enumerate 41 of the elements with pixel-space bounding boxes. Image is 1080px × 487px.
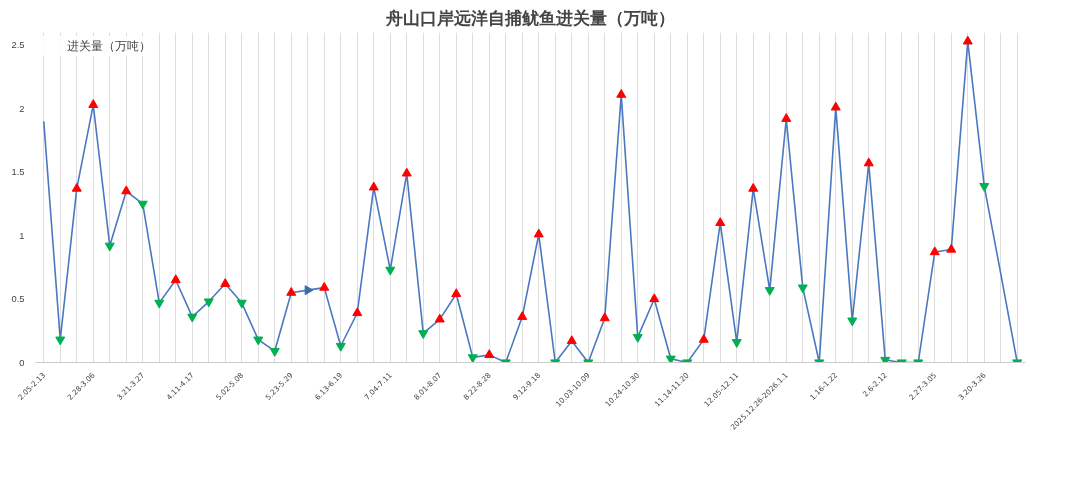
point [451,288,462,298]
y-tick-label: 2 [19,103,25,114]
text: 进关量（万吨） [67,37,151,55]
point [71,182,82,192]
y-tick-label: 1 [19,230,25,241]
point [121,185,132,195]
point [929,246,940,256]
point [517,311,528,320]
point [649,293,660,303]
point [170,274,181,284]
point [715,217,726,226]
y-tick-label: 0 [19,357,25,368]
point [748,182,759,192]
point [319,281,330,291]
point [304,285,314,296]
point [335,342,346,352]
point [434,313,445,323]
point [401,167,412,177]
y-tick-label: 0.5 [11,294,25,305]
point [599,312,610,322]
point [616,89,627,98]
point [352,307,363,317]
point [269,347,280,357]
point [946,243,957,253]
point [962,35,973,45]
point [566,335,577,345]
point [484,349,495,358]
chart-title: 舟山口岸远洋自捕鱿鱼进关量（万吨） [385,7,675,28]
point [830,101,841,111]
point [698,333,709,343]
y-tick-label: 2.5 [11,40,25,51]
point [781,113,792,122]
point [286,287,297,296]
point [665,355,676,363]
point [467,354,478,363]
point [88,99,99,108]
point [863,157,874,167]
point [220,278,231,287]
y-tick-label: 1.5 [11,167,25,178]
point [533,228,544,238]
point [368,181,379,191]
